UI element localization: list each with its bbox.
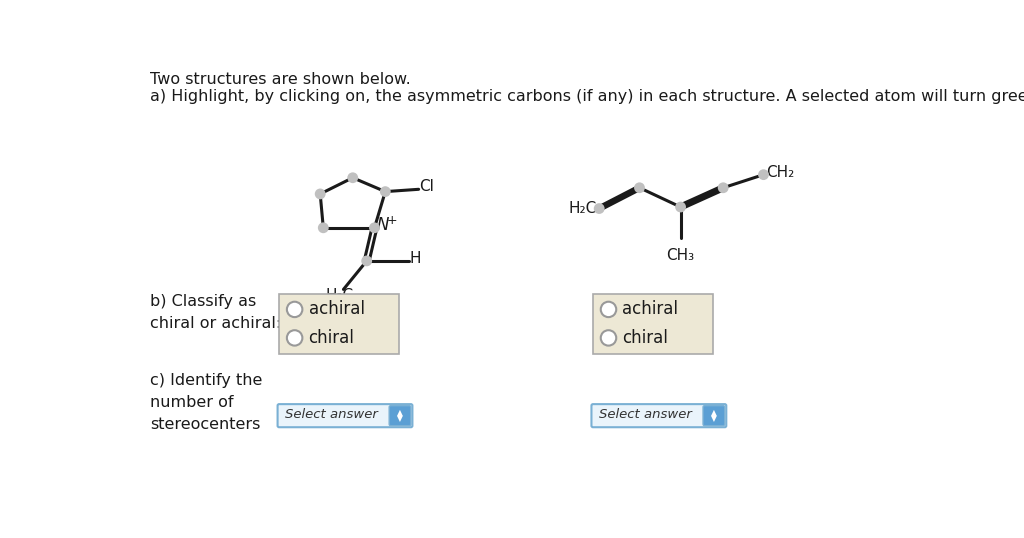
Text: ▲: ▲ bbox=[397, 408, 403, 417]
Text: CH₃: CH₃ bbox=[667, 248, 694, 263]
Circle shape bbox=[718, 182, 729, 193]
Text: chiral: chiral bbox=[308, 329, 354, 347]
Circle shape bbox=[594, 203, 604, 214]
Text: N: N bbox=[377, 216, 389, 233]
Text: Two structures are shown below.: Two structures are shown below. bbox=[150, 72, 411, 87]
Circle shape bbox=[347, 172, 358, 183]
FancyBboxPatch shape bbox=[592, 404, 726, 427]
FancyBboxPatch shape bbox=[280, 294, 399, 354]
Circle shape bbox=[380, 186, 391, 197]
Circle shape bbox=[369, 222, 380, 233]
Circle shape bbox=[287, 330, 302, 345]
Text: CH₂: CH₂ bbox=[766, 165, 794, 180]
Circle shape bbox=[601, 302, 616, 317]
Text: a) Highlight, by clicking on, the asymmetric carbons (if any) in each structure.: a) Highlight, by clicking on, the asymme… bbox=[150, 89, 1024, 104]
Text: H₂C: H₂C bbox=[568, 201, 597, 216]
Circle shape bbox=[601, 330, 616, 345]
Text: H: H bbox=[410, 251, 421, 266]
FancyBboxPatch shape bbox=[703, 406, 725, 426]
Circle shape bbox=[314, 188, 326, 199]
Circle shape bbox=[287, 302, 302, 317]
Text: ▼: ▼ bbox=[397, 414, 403, 423]
Text: c) Identify the
number of
stereocenters: c) Identify the number of stereocenters bbox=[150, 372, 262, 432]
Text: H₃C: H₃C bbox=[326, 288, 353, 303]
FancyBboxPatch shape bbox=[593, 294, 713, 354]
Circle shape bbox=[675, 202, 686, 213]
Circle shape bbox=[758, 169, 769, 180]
Text: chiral: chiral bbox=[623, 329, 669, 347]
Text: Select answer: Select answer bbox=[599, 408, 692, 421]
Text: Cl: Cl bbox=[420, 179, 434, 194]
Text: ▲: ▲ bbox=[711, 408, 717, 417]
FancyBboxPatch shape bbox=[389, 406, 411, 426]
Text: Select answer: Select answer bbox=[286, 408, 378, 421]
Text: achiral: achiral bbox=[623, 300, 679, 318]
Circle shape bbox=[317, 222, 329, 233]
FancyBboxPatch shape bbox=[278, 404, 413, 427]
Circle shape bbox=[634, 182, 645, 193]
Text: achiral: achiral bbox=[308, 300, 365, 318]
Text: ▼: ▼ bbox=[711, 414, 717, 423]
Text: +: + bbox=[387, 214, 397, 226]
Circle shape bbox=[361, 256, 372, 266]
Text: b) Classify as
chiral or achiral:: b) Classify as chiral or achiral: bbox=[150, 294, 281, 331]
